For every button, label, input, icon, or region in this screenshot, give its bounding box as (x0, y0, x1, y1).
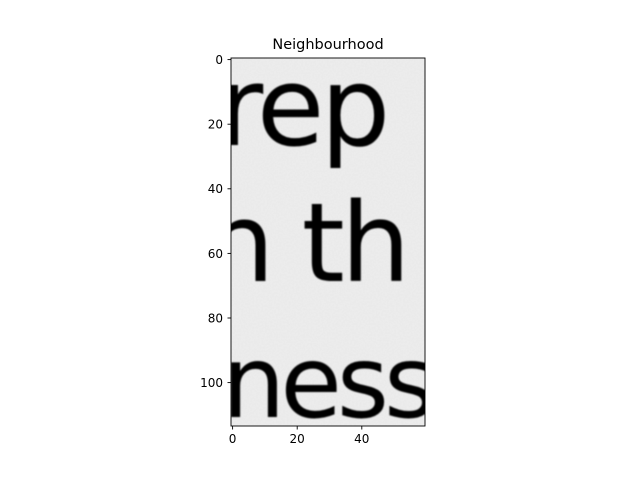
x-tick-label-20: 20 (290, 432, 305, 446)
x-tick-label-0: 0 (229, 432, 237, 446)
chart-title: Neighbourhood (272, 37, 383, 53)
y-tick-label-20: 20 (208, 118, 223, 132)
y-tick-label-80: 80 (208, 312, 223, 326)
scanned-line-2: n th (205, 179, 407, 307)
y-tick-label-100: 100 (200, 376, 223, 390)
scanned-line-1: rep (218, 43, 386, 171)
y-tick-label-60: 60 (208, 247, 223, 261)
x-tick-label-40: 40 (354, 432, 369, 446)
paper-texture (231, 58, 425, 426)
y-tick-label-0: 0 (215, 53, 223, 67)
scanned-text: rep n th ness (205, 43, 432, 441)
axes-frame (230, 57, 426, 427)
scanned-line-3: ness (222, 324, 432, 441)
y-axis: 0 20 40 60 80 100 (200, 53, 231, 390)
y-tick-label-40: 40 (208, 182, 223, 196)
x-axis: 0 20 40 (229, 426, 369, 446)
image-plot: rep n th ness (205, 43, 432, 441)
